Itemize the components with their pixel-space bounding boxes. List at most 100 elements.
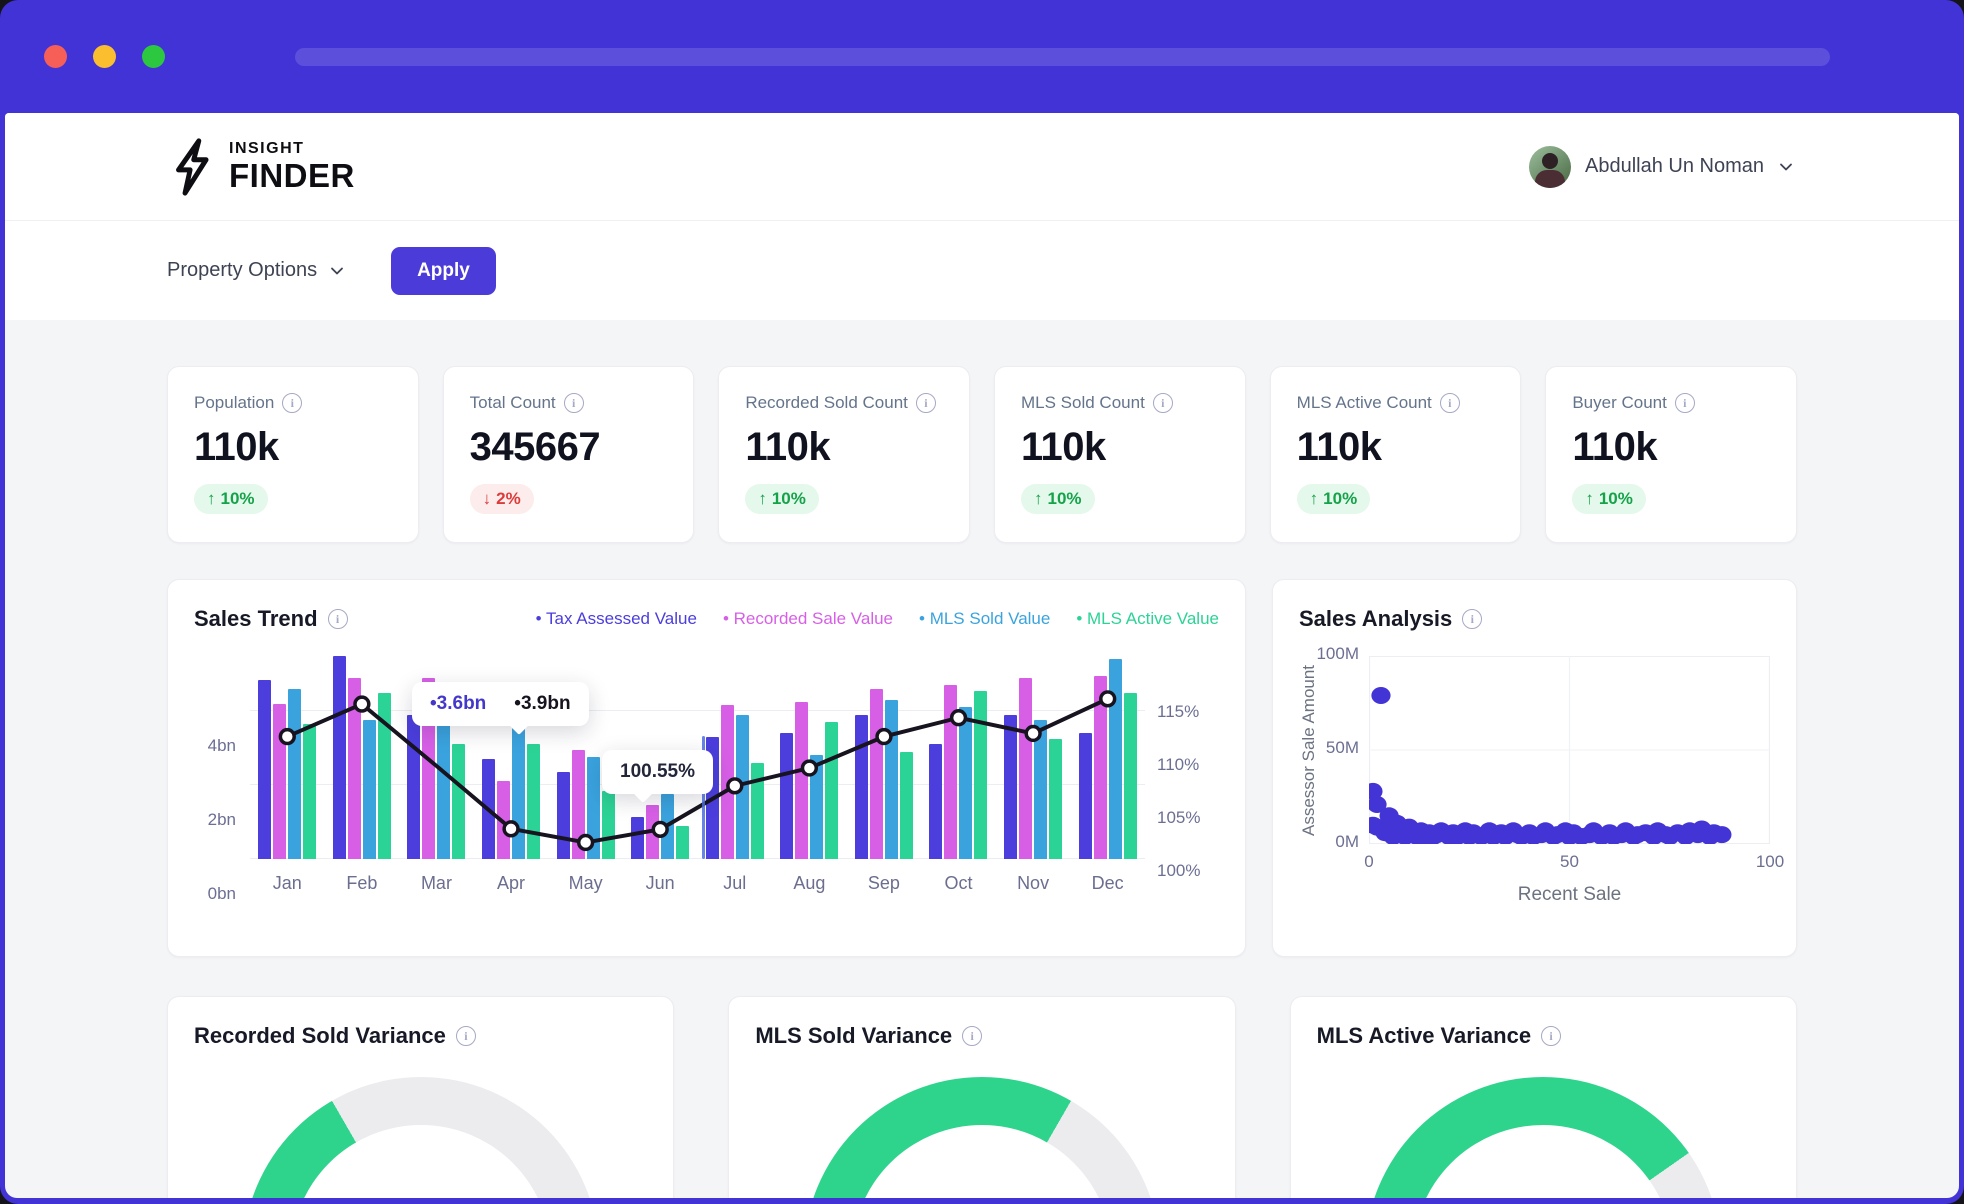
- mls-sold-variance-donut: [803, 1077, 1160, 1198]
- info-icon[interactable]: i: [1462, 609, 1483, 629]
- stat-card-buyer-count: Buyer Count i 110k ↑ 10%: [1545, 366, 1797, 543]
- stat-label: Buyer Count: [1572, 393, 1667, 412]
- bar: [631, 816, 645, 859]
- recorded-sold-variance-card: Recorded Sold Variance i: [167, 996, 675, 1198]
- bar: [303, 724, 317, 859]
- x-axis-month-labels: Jan Feb Mar Apr May Jun Jul Aug Sep Oct Nov Dec: [250, 873, 1145, 894]
- info-icon[interactable]: i: [962, 1026, 983, 1046]
- bar: [556, 772, 570, 859]
- trend-arrow-icon: ↓: [482, 489, 492, 508]
- bar: [571, 749, 585, 859]
- property-options-dropdown[interactable]: Property Options: [167, 259, 345, 282]
- stat-label: Total Count: [469, 393, 556, 412]
- month-label: Apr: [497, 873, 526, 893]
- stat-delta-badge: ↑ 10%: [1572, 484, 1646, 514]
- bar: [273, 703, 287, 859]
- scatter-plot: [1363, 656, 1770, 845]
- bar: [1108, 659, 1122, 859]
- legend-item[interactable]: • Recorded Sale Value: [722, 609, 894, 628]
- close-window-button[interactable]: [44, 45, 67, 68]
- bar: [854, 714, 868, 859]
- trend-arrow-icon: ↑: [1585, 489, 1594, 508]
- info-icon[interactable]: i: [1152, 393, 1173, 413]
- info-icon[interactable]: i: [563, 393, 584, 413]
- chevron-down-icon: [1780, 163, 1792, 170]
- info-icon[interactable]: i: [915, 393, 936, 413]
- lightning-bolt-icon: [176, 137, 209, 196]
- property-options-label: Property Options: [167, 259, 318, 281]
- trend-arrow-icon: ↑: [1309, 489, 1319, 508]
- month-label: Mar: [420, 873, 452, 893]
- month-label: Nov: [1017, 873, 1050, 893]
- scatter-points: [1363, 656, 1770, 845]
- bar: [929, 744, 943, 859]
- sales-trend-card: Sales Trend i • Tax Assessed Value • Reco…: [167, 579, 1246, 957]
- bar-group: [250, 654, 325, 859]
- mls-active-variance-title: MLS Active Variance i: [1317, 1023, 1770, 1049]
- info-icon[interactable]: i: [327, 609, 348, 629]
- traffic-lights: [44, 45, 165, 68]
- stat-value: 110k: [1572, 425, 1658, 469]
- bar: [437, 722, 451, 859]
- info-icon[interactable]: i: [1541, 1026, 1562, 1046]
- stat-card-total-count: Total Count i 345667 ↓ 2%: [442, 366, 695, 543]
- bar: [586, 757, 600, 859]
- bar: [810, 755, 824, 859]
- stat-delta-badge: ↓ 2%: [469, 484, 534, 514]
- x-axis-title: Recent Sale: [1517, 884, 1622, 905]
- bar: [527, 744, 541, 859]
- bar: [735, 714, 749, 859]
- trend-arrow-icon: ↑: [758, 489, 767, 508]
- sales-trend-legend: • Tax Assessed Value • Recorded Sale Valu…: [536, 609, 1219, 629]
- bar: [869, 688, 883, 859]
- bar: [959, 707, 973, 859]
- bar: [661, 794, 675, 859]
- minimize-window-button[interactable]: [93, 45, 116, 68]
- zoom-window-button[interactable]: [142, 45, 165, 68]
- user-menu[interactable]: Abdullah Un Noman: [1529, 145, 1794, 188]
- bar: [646, 805, 660, 859]
- legend-item[interactable]: • MLS Active Value: [1076, 609, 1219, 628]
- bar: [347, 677, 361, 859]
- bar: [780, 733, 794, 859]
- info-icon[interactable]: i: [1439, 393, 1460, 413]
- bar: [1049, 738, 1063, 859]
- avatar: [1529, 145, 1571, 188]
- apply-button[interactable]: Apply: [391, 246, 496, 295]
- stat-value: 345667: [469, 425, 601, 469]
- brand-top-text: INSIGHT: [229, 140, 305, 157]
- stat-card-recorded-sold-count: Recorded Sold Count i 110k ↑ 10%: [718, 366, 970, 543]
- bar: [1004, 714, 1018, 859]
- info-icon[interactable]: i: [1674, 393, 1695, 413]
- charts-row: Sales Trend i • Tax Assessed Value • Reco…: [167, 579, 1797, 957]
- bar: [1093, 675, 1107, 859]
- brand-text: INSIGHT FINDER: [229, 140, 355, 193]
- mls-active-variance-card: MLS Active Variance i: [1289, 996, 1797, 1198]
- bar: [482, 759, 496, 859]
- bar: [750, 762, 764, 859]
- bar-tooltip: •3.6bn •3.9bn: [412, 682, 589, 735]
- legend-item[interactable]: • Tax Assessed Value: [535, 609, 697, 628]
- info-icon[interactable]: i: [282, 393, 303, 413]
- sales-analysis-title: Sales Analysis i: [1299, 606, 1483, 632]
- bar: [258, 679, 272, 859]
- y-axis-left-labels: 0bn 2bn 4bn: [207, 736, 236, 903]
- window-titlebar: [0, 0, 1964, 113]
- info-icon[interactable]: i: [455, 1026, 476, 1046]
- bar-group: [847, 654, 922, 859]
- month-label: Feb: [346, 873, 378, 893]
- month-label: Aug: [793, 873, 826, 893]
- legend-item[interactable]: • MLS Sold Value: [919, 609, 1051, 628]
- x-axis-tick-labels: 0 50 100: [1364, 852, 1785, 871]
- y-axis-right-labels: 100% 105% 110% 115%: [1157, 702, 1201, 880]
- bar: [884, 699, 898, 859]
- stat-label: MLS Sold Count: [1021, 393, 1145, 412]
- bar: [1078, 733, 1092, 859]
- mls-sold-variance-title: MLS Sold Variance i: [755, 1023, 1208, 1049]
- bar: [497, 781, 511, 859]
- app-header: INSIGHT FINDER Abdullah Un Noman: [5, 113, 1959, 220]
- bar: [944, 685, 958, 859]
- address-bar[interactable]: [295, 47, 1830, 66]
- stat-label: Recorded Sold Count: [745, 393, 908, 412]
